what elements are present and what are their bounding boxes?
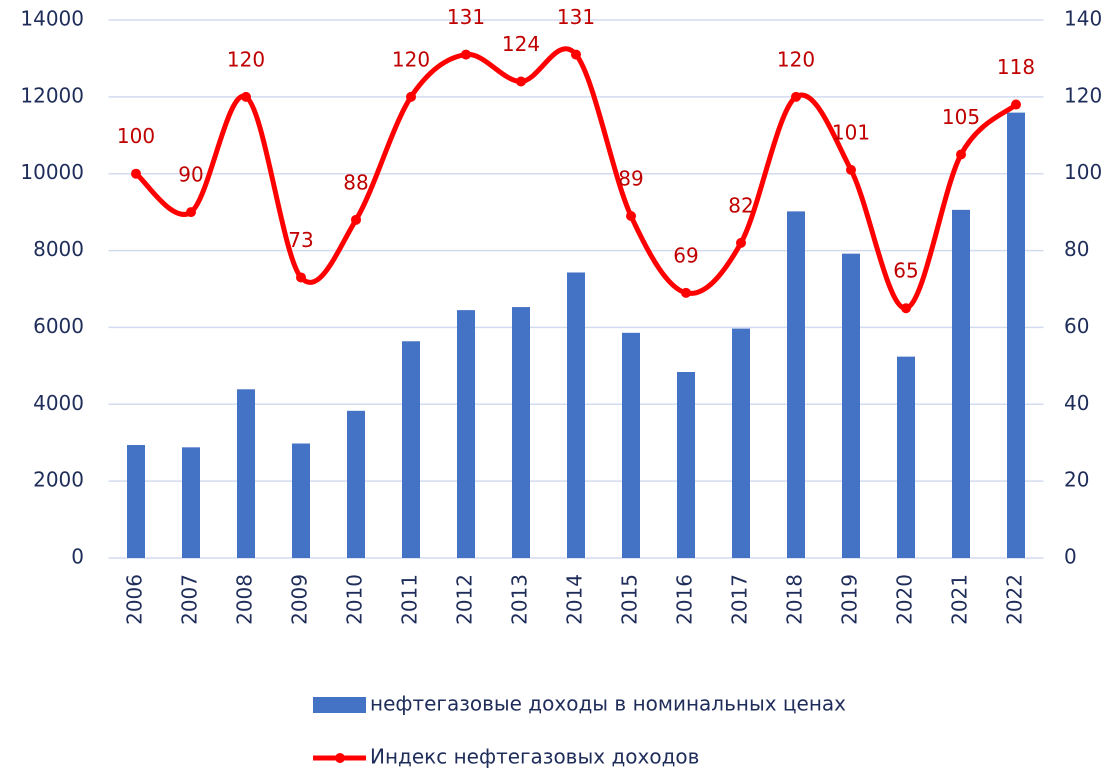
bar	[622, 332, 640, 558]
line-marker	[791, 91, 801, 102]
data-label: 89	[618, 166, 643, 190]
bar	[842, 253, 860, 558]
legend-swatch	[335, 753, 345, 763]
line-marker	[901, 303, 911, 314]
y2-tick-label: 100	[1064, 160, 1102, 184]
bar	[347, 410, 365, 558]
y-tick-label: 10000	[20, 160, 84, 184]
line-marker	[351, 214, 361, 225]
y-tick-label: 14000	[20, 7, 84, 31]
data-label: 73	[288, 228, 313, 252]
bar	[897, 356, 915, 558]
data-label: 120	[392, 47, 430, 71]
bar	[457, 310, 475, 558]
line-marker	[296, 272, 306, 283]
x-tick-label: 2013	[508, 574, 532, 625]
line-marker	[1011, 99, 1021, 110]
y-tick-label: 12000	[20, 83, 84, 107]
x-tick-label: 2016	[673, 574, 697, 625]
x-tick-label: 2011	[398, 574, 422, 625]
line-marker	[626, 210, 636, 221]
bar	[292, 443, 310, 558]
bar	[677, 372, 695, 558]
line-marker	[461, 49, 471, 60]
y2-tick-label: 80	[1064, 237, 1089, 261]
bar	[237, 389, 255, 558]
data-label: 69	[673, 243, 698, 267]
bar	[732, 328, 750, 558]
x-tick-label: 2012	[453, 574, 477, 625]
bar	[512, 307, 530, 558]
line-marker	[736, 237, 746, 248]
bar	[952, 209, 970, 558]
line-marker	[241, 91, 251, 102]
data-label: 88	[343, 170, 368, 194]
y-tick-label: 8000	[33, 237, 84, 261]
data-label: 101	[832, 120, 870, 144]
y2-tick-label: 0	[1064, 545, 1077, 569]
x-tick-label: 2015	[618, 574, 642, 625]
x-tick-label: 2010	[343, 574, 367, 625]
bar	[127, 445, 145, 558]
line-marker	[186, 207, 196, 218]
bar	[787, 211, 805, 559]
x-tick-label: 2009	[288, 574, 312, 625]
data-label: 90	[178, 163, 203, 187]
y2-tick-label: 120	[1064, 83, 1102, 107]
bar	[402, 341, 420, 558]
line-marker	[956, 149, 966, 160]
data-label: 124	[502, 32, 540, 56]
legend-label: Индекс нефтегазовых доходов	[370, 745, 699, 769]
line-marker	[846, 164, 856, 175]
y-tick-label: 6000	[33, 314, 84, 338]
bar	[182, 447, 200, 558]
x-tick-label: 2014	[563, 574, 587, 625]
x-tick-label: 2022	[1003, 574, 1027, 625]
data-label: 131	[447, 5, 485, 29]
bar	[1007, 112, 1025, 558]
legend-swatch	[313, 697, 366, 713]
y-tick-label: 4000	[33, 391, 84, 415]
data-label: 118	[997, 55, 1035, 79]
x-tick-label: 2006	[123, 574, 147, 625]
data-label: 120	[227, 47, 265, 71]
x-tick-label: 2021	[948, 574, 972, 625]
line-marker	[571, 49, 581, 60]
line-marker	[681, 287, 691, 298]
y2-tick-label: 20	[1064, 468, 1089, 492]
line-marker	[131, 168, 141, 179]
x-tick-label: 2019	[838, 574, 862, 625]
line-marker	[406, 91, 416, 102]
y-tick-label: 2000	[33, 468, 84, 492]
x-tick-label: 2017	[728, 574, 752, 625]
data-label: 105	[942, 105, 980, 129]
data-label: 100	[117, 124, 155, 148]
y-tick-label: 0	[71, 545, 84, 569]
y2-tick-label: 140	[1064, 7, 1102, 31]
legend-label: нефтегазовые доходы в номинальных ценах	[370, 692, 846, 716]
line	[134, 46, 1018, 311]
bar	[567, 272, 585, 558]
x-tick-label: 2008	[233, 574, 257, 625]
x-tick-label: 2020	[893, 574, 917, 625]
x-tick-label: 2018	[783, 574, 807, 625]
data-label: 65	[893, 259, 918, 283]
data-label: 82	[728, 193, 753, 217]
y2-tick-label: 40	[1064, 391, 1089, 415]
data-label: 131	[557, 5, 595, 29]
data-label: 120	[777, 47, 815, 71]
y2-tick-label: 60	[1064, 314, 1089, 338]
x-tick-label: 2007	[178, 574, 202, 625]
line-marker	[516, 76, 526, 87]
